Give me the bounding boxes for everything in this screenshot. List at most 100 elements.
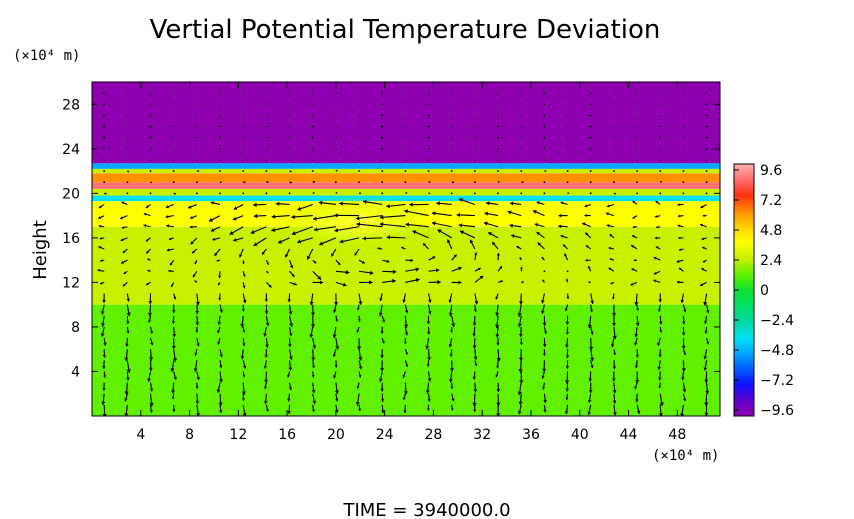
wind-arrow: [472, 371, 476, 380]
wind-arrow: [100, 304, 105, 315]
wind-arrow: [427, 170, 430, 172]
wind-arrow: [659, 125, 662, 128]
wind-arrow: [210, 201, 221, 206]
wind-arrow: [706, 304, 710, 314]
wind-arrow: [217, 315, 222, 325]
wind-arrow: [704, 326, 708, 334]
wind-arrow: [705, 125, 708, 128]
wind-arrow: [565, 278, 569, 283]
wind-arrow: [126, 326, 130, 334]
wind-arrow: [703, 360, 708, 371]
wind-arrow: [584, 232, 592, 239]
wind-arrow: [582, 222, 591, 228]
wind-arrow: [425, 382, 430, 394]
wind-arrow: [288, 326, 293, 337]
wind-arrow: [312, 180, 316, 183]
wind-arrow: [497, 136, 499, 139]
wind-arrow: [149, 382, 154, 392]
wind-arrow: [242, 404, 247, 416]
wind-arrow: [358, 92, 360, 95]
wind-arrow: [634, 293, 639, 306]
wind-arrow: [446, 239, 453, 250]
wind-arrow: [565, 326, 570, 335]
wind-arrow: [149, 125, 152, 128]
wind-arrow: [263, 360, 268, 369]
colorbar-ticks: 9.6 7.2 4.8 2.4 0 −2.4 −4.8 −7.2 −9.6: [734, 163, 794, 419]
wind-arrow: [566, 181, 569, 184]
wind-arrow: [612, 326, 617, 340]
wind-arrow: [102, 360, 106, 369]
wind-arrow: [658, 371, 662, 381]
wind-arrow: [195, 393, 200, 405]
wind-arrow: [497, 114, 499, 117]
x-tick-label: 32: [473, 427, 491, 443]
wind-arrow: [289, 181, 293, 184]
wind-arrow: [287, 293, 291, 303]
wind-arrow: [704, 393, 709, 406]
wind-arrow: [589, 125, 592, 128]
wind-arrow: [386, 235, 406, 240]
wind-arrow: [566, 92, 569, 95]
wind-arrow: [126, 360, 131, 373]
wind-arrow: [507, 210, 522, 217]
wind-arrow: [564, 371, 570, 384]
wind-arrow: [404, 326, 409, 336]
wind-arrow: [380, 360, 385, 372]
wind-arrow: [655, 246, 661, 250]
wind-arrow: [126, 103, 129, 106]
wind-arrow: [427, 136, 430, 139]
field-layer-8: [92, 163, 720, 169]
wind-arrow: [682, 170, 685, 172]
wind-arrow: [311, 170, 314, 172]
wind-arrow: [543, 125, 546, 128]
wind-arrow: [450, 147, 453, 150]
wind-arrow: [172, 404, 176, 412]
wind-arrow: [497, 265, 503, 272]
wind-arrow: [332, 326, 337, 339]
wind-arrow: [194, 280, 198, 283]
wind-arrow: [431, 211, 452, 217]
wind-arrow: [289, 281, 297, 286]
wind-arrow: [678, 236, 684, 240]
wind-arrow: [195, 147, 198, 150]
wind-arrow: [403, 338, 407, 344]
wind-arrow: [403, 404, 407, 414]
wind-arrow: [450, 326, 454, 333]
wind-arrow: [704, 315, 708, 324]
wind-arrow: [242, 159, 245, 161]
wind-arrow: [189, 225, 197, 229]
wind-arrow: [103, 147, 106, 150]
y-axis-label: Height: [30, 220, 51, 280]
wind-arrow: [242, 371, 246, 378]
wind-arrow: [150, 337, 154, 346]
wind-vectors: [97, 92, 710, 416]
wind-arrow: [635, 315, 640, 327]
wind-arrow: [521, 281, 525, 284]
wind-arrow: [518, 360, 523, 373]
wind-arrow: [458, 223, 475, 228]
wind-arrow: [220, 181, 222, 184]
wind-arrow: [448, 337, 453, 348]
wind-arrow: [195, 382, 199, 389]
wind-arrow: [122, 281, 128, 287]
wind-arrow: [474, 293, 479, 305]
wind-arrow: [543, 114, 546, 117]
wind-arrow: [659, 315, 663, 325]
wind-arrow: [564, 404, 569, 415]
wind-arrow: [427, 114, 430, 117]
wind-arrow: [318, 200, 336, 206]
wind-arrow: [378, 371, 383, 383]
wind-arrow: [678, 248, 684, 251]
wind-arrow: [474, 360, 478, 367]
wind-arrow: [172, 170, 175, 172]
wind-arrow: [103, 170, 106, 172]
wind-arrow: [630, 281, 638, 286]
wind-arrow: [195, 181, 198, 184]
wind-arrow: [404, 159, 407, 161]
wind-arrow: [194, 349, 198, 356]
wind-arrow: [312, 259, 317, 264]
x-tick-label: 16: [278, 427, 296, 443]
wind-arrow: [98, 215, 105, 220]
wind-arrow: [405, 277, 420, 283]
wind-arrow: [264, 304, 269, 315]
